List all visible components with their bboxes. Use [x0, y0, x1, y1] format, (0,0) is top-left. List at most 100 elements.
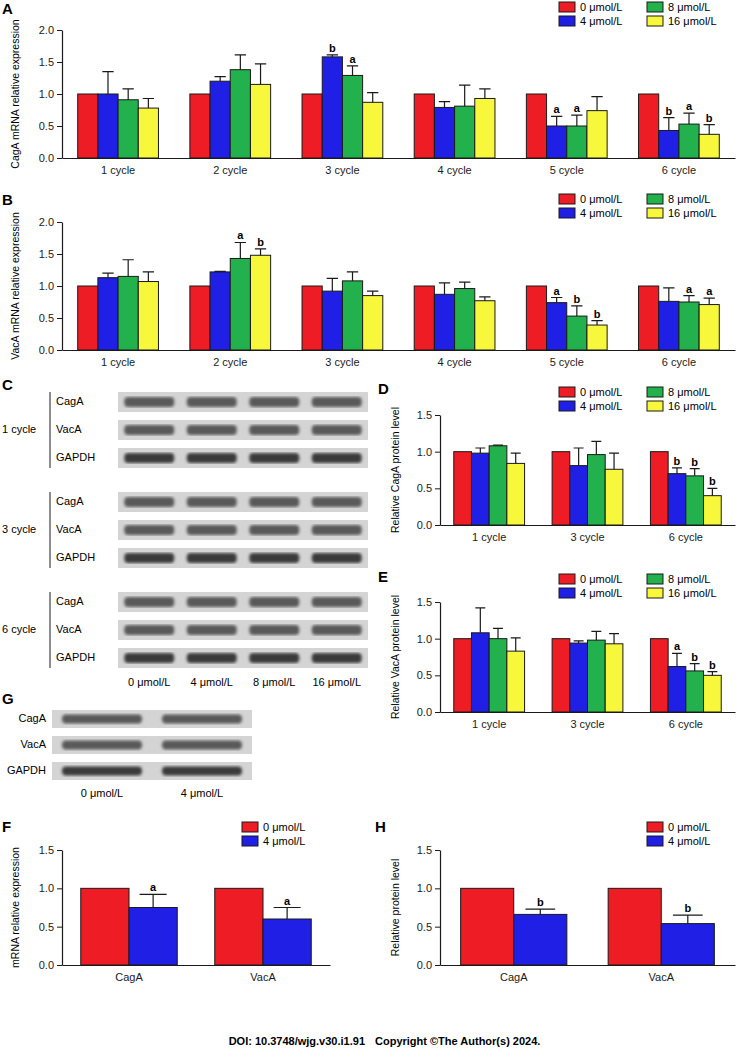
legend-item: 4 μmol/L — [647, 835, 710, 847]
bar — [650, 639, 668, 712]
significance-label: a — [686, 100, 693, 112]
legend-swatch — [559, 401, 575, 411]
blot-lane-label: 4 μmol/L — [181, 787, 223, 799]
mark-labels: babaaab — [329, 42, 713, 124]
x-tick: 1 cycle — [472, 531, 506, 543]
bar — [454, 452, 472, 525]
blot-strip — [118, 492, 368, 512]
y-tick-label: 1.5 — [417, 596, 432, 608]
significance-label: a — [674, 640, 681, 652]
significance-label: b — [691, 651, 698, 663]
y-tick-mark — [435, 639, 440, 640]
bar — [679, 302, 699, 350]
blot-band — [249, 397, 299, 407]
x-tick-label: 3 cycle — [570, 531, 604, 543]
blot-row-label: CagA — [56, 595, 84, 607]
blot-panel: C1 cycleCagAVacAGAPDH3 cycleCagAVacAGAPD… — [2, 376, 368, 688]
bar — [210, 81, 230, 158]
blot-band — [187, 553, 237, 563]
x-axis-line — [63, 158, 736, 159]
bar — [455, 106, 475, 158]
x-tick: 1 cycle — [101, 356, 135, 368]
x-tick: 6 cycle — [669, 531, 703, 543]
bar — [668, 474, 686, 525]
bar — [461, 888, 514, 965]
y-tick-mark — [435, 927, 440, 928]
x-axis-line — [63, 350, 736, 351]
bar — [699, 305, 719, 350]
legend-label: 16 μmol/L — [668, 587, 717, 599]
blot-lane-label: 0 μmol/L — [81, 787, 123, 799]
x-tick-label: 5 cycle — [550, 356, 584, 368]
plot-marks — [454, 441, 721, 525]
error-bar — [102, 72, 113, 94]
error-bar — [215, 77, 226, 81]
y-tick-mark — [435, 965, 440, 966]
significance-label: b — [257, 236, 264, 248]
y-tick-mark — [435, 525, 440, 526]
legend-label: 8 μmol/L — [668, 193, 710, 205]
x-tick: 3 cycle — [325, 356, 359, 368]
blot-band — [162, 767, 242, 776]
error-bar — [347, 66, 358, 76]
y-tick-label: 1.0 — [39, 88, 54, 100]
y-axis-title: mRNA relative expression — [9, 847, 21, 968]
error-bar — [493, 444, 503, 446]
y-tick: 0.5 — [417, 669, 440, 681]
panel-letter: C — [2, 376, 13, 393]
chart-panel: Hbb0.00.51.01.5CagAVacARelative protein … — [375, 818, 736, 983]
bar — [210, 272, 230, 350]
bar — [686, 476, 704, 525]
x-tick-label: CagA — [115, 971, 143, 983]
plot-marks — [81, 888, 311, 965]
legend-item: 4 μmol/L — [242, 835, 305, 847]
blot-lane-label: 16 μmol/L — [312, 676, 361, 688]
bar — [547, 303, 567, 350]
legend-swatch — [559, 194, 575, 204]
error-bar — [683, 296, 694, 302]
error-bar — [274, 908, 301, 920]
blot-band — [312, 497, 362, 507]
y-tick-label: 0.0 — [417, 959, 432, 971]
bar — [471, 453, 489, 525]
significance-label: b — [709, 475, 716, 487]
y-axis-title: Relative VacA protein level — [389, 595, 401, 719]
bar — [455, 289, 475, 350]
bar — [118, 276, 138, 350]
bar — [659, 301, 679, 350]
x-tick-label: 6 cycle — [669, 531, 703, 543]
x-tick: 3 cycle — [570, 531, 604, 543]
y-tick-mark — [57, 94, 62, 95]
x-axis: 1 cycle3 cycle6 cycle — [441, 713, 736, 730]
legend-label: 0 μmol/L — [580, 386, 622, 398]
blot-panel: GCagAVacAGAPDH0 μmol/L4 μmol/L — [2, 690, 252, 799]
blot-group-label: 6 cycle — [2, 623, 36, 635]
legend-label: 8 μmol/L — [668, 386, 710, 398]
x-tick-label: 5 cycle — [550, 164, 584, 176]
y-tick-mark — [57, 318, 62, 319]
bar — [679, 124, 699, 158]
error-bar — [479, 297, 490, 301]
legend-item: 8 μmol/L — [647, 1, 710, 13]
legend-label: 0 μmol/L — [580, 193, 622, 205]
y-tick-label: 1.5 — [417, 409, 432, 421]
bar — [322, 291, 342, 350]
y-axis-line — [440, 851, 441, 966]
y-tick-label: 1.5 — [39, 248, 54, 260]
error-bar — [347, 272, 358, 281]
blot-bracket — [50, 392, 51, 468]
x-tick: 1 cycle — [472, 718, 506, 730]
blot-row-label: GAPDH — [56, 451, 95, 463]
bar — [668, 667, 686, 712]
blot-band — [187, 397, 237, 407]
significance-label: b — [329, 42, 336, 54]
y-tick-mark — [435, 452, 440, 453]
blot-strip — [118, 548, 368, 568]
y-tick-label: 0.0 — [39, 959, 54, 971]
error-bar — [235, 55, 246, 70]
y-tick-label: 0.5 — [39, 312, 54, 324]
bar — [507, 651, 525, 712]
bar — [302, 286, 322, 350]
blot-band — [312, 525, 362, 535]
bar — [215, 888, 263, 965]
